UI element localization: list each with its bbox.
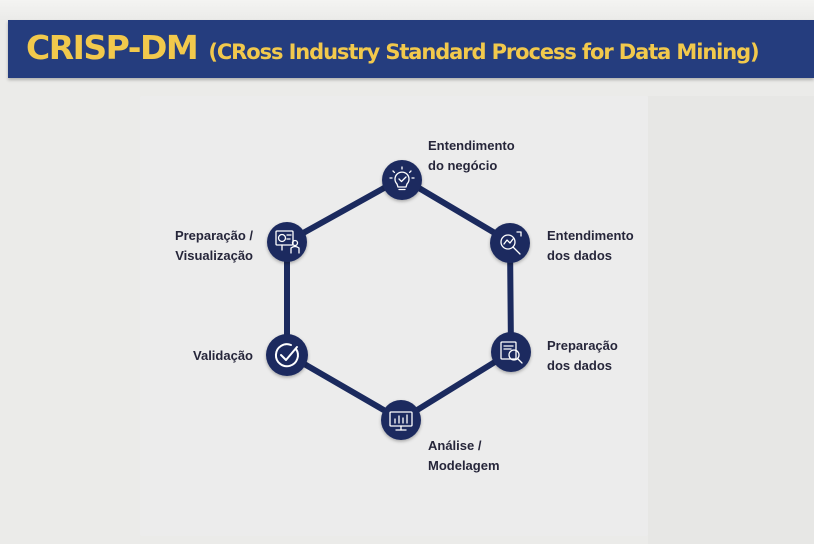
stage-label-line: dos dados bbox=[547, 248, 613, 263]
stage-label-data-understanding: Entendimento dos dados bbox=[547, 226, 634, 266]
stage-node-modeling bbox=[381, 400, 421, 440]
stage-label-business: Entendimento do negócio bbox=[428, 136, 515, 176]
lightbulb-check-icon bbox=[389, 166, 415, 191]
title-banner: CRISP-DM (CRoss Industry Standard Proces… bbox=[8, 20, 814, 78]
stage-node-data-prep bbox=[491, 332, 531, 372]
stage-label-line: Preparação bbox=[547, 338, 618, 353]
stage-label-modeling: Análise / Modelagem bbox=[428, 436, 500, 476]
document-magnifier-icon bbox=[500, 341, 523, 364]
presentation-board-icon bbox=[275, 230, 300, 254]
stage-label-line: Entendimento bbox=[428, 138, 515, 153]
stage-label-line: Validação bbox=[193, 348, 253, 363]
stage-node-validation bbox=[266, 334, 308, 376]
stage-node-business bbox=[382, 160, 422, 200]
stage-label-data-prep: Preparação dos dados bbox=[547, 336, 618, 376]
stage-label-line: Análise / bbox=[428, 438, 482, 453]
page-title: CRISP-DM (CRoss Industry Standard Proces… bbox=[26, 25, 760, 75]
stage-label-line: dos dados bbox=[547, 358, 613, 373]
stage-label-line: Preparação / bbox=[174, 228, 253, 243]
stage-node-visualization bbox=[267, 222, 307, 262]
background-paper bbox=[0, 0, 814, 20]
stage-label-validation: Validação bbox=[193, 346, 253, 366]
magnifier-chart-icon bbox=[500, 231, 522, 255]
title-main: CRISP-DM bbox=[26, 28, 199, 67]
stage-label-visualization: Preparação / Visualização bbox=[175, 226, 253, 266]
stage-label-line: Entendimento bbox=[547, 228, 634, 243]
stage-node-data-understanding bbox=[490, 223, 530, 263]
cycle-ring bbox=[284, 175, 514, 423]
stage-label-line: do negócio bbox=[428, 158, 498, 173]
background-sheet bbox=[648, 96, 814, 544]
monitor-chart-icon bbox=[389, 411, 413, 431]
title-subtitle: (CRoss Industry Standard Process for Dat… bbox=[208, 40, 759, 64]
stage-label-line: Visualização bbox=[175, 248, 253, 263]
stage-label-line: Modelagem bbox=[428, 458, 500, 473]
checkmark-circle-icon bbox=[274, 343, 299, 368]
